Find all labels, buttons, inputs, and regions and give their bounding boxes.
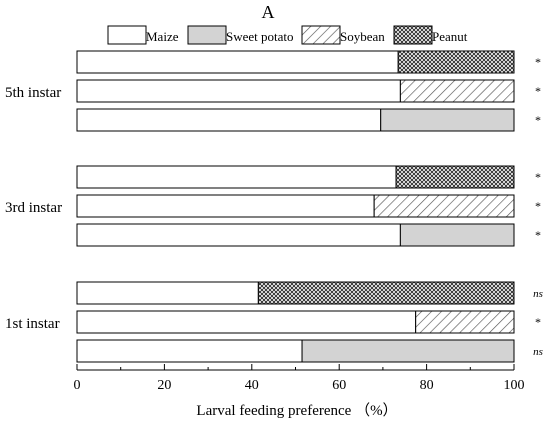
bar-peanut: [257, 281, 515, 305]
bar-maize: [76, 339, 303, 363]
x-axis-label: Larval feeding preference （%）: [196, 402, 397, 419]
legend-swatch-sweet-potato: [187, 25, 227, 45]
legend-label-soybean: Soybean: [340, 29, 385, 44]
significance-label: *: [535, 315, 541, 329]
chart-title: A: [262, 2, 275, 22]
bar-maize: [76, 50, 399, 74]
x-tick-label: 60: [332, 378, 346, 393]
bar-peanut: [397, 50, 515, 74]
x-tick-label: 100: [504, 378, 525, 393]
bar-soybean: [399, 79, 515, 103]
significance-label: ns: [533, 346, 543, 358]
bar-maize: [76, 165, 397, 189]
legend-swatch-maize: [107, 25, 147, 45]
significance-label: *: [535, 170, 541, 184]
significance-label: *: [535, 228, 541, 242]
significance-label: *: [535, 55, 541, 69]
significance-label: *: [535, 84, 541, 98]
bar-soybean: [373, 194, 515, 218]
legend-label-maize: Maize: [146, 29, 179, 44]
group-label-5th-instar: 5th instar: [5, 85, 61, 101]
bar-sweet-potato: [301, 339, 515, 363]
legend-label-peanut: Peanut: [432, 29, 468, 44]
bar-peanut: [395, 165, 515, 189]
legend: Maize Sweet potato Soybean Peanut: [107, 25, 468, 45]
significance-label: ns: [533, 288, 543, 300]
significance-label: *: [535, 113, 541, 127]
bar-maize: [76, 79, 401, 103]
plot-area: * * * 5th instar * * * 3rd instar ns * ns 1st insta…: [5, 50, 543, 363]
x-tick-label: 80: [420, 378, 434, 393]
bar-maize: [76, 108, 382, 132]
significance-label: *: [535, 199, 541, 213]
bar-maize: [76, 223, 401, 247]
x-tick-label: 0: [74, 378, 81, 393]
x-axis: 0 20 40 60 80 100: [74, 364, 525, 393]
bar-maize: [76, 310, 417, 334]
bar-soybean: [415, 310, 515, 334]
x-tick-label: 20: [157, 378, 171, 393]
x-tick-label: 40: [245, 378, 259, 393]
group-label-1st-instar: 1st instar: [5, 316, 60, 332]
legend-swatch-peanut: [393, 25, 433, 45]
bar-sweet-potato: [380, 108, 515, 132]
bar-sweet-potato: [399, 223, 515, 247]
bar-maize: [76, 194, 375, 218]
legend-swatch-soybean: [301, 25, 341, 45]
bar-maize: [76, 281, 259, 305]
legend-label-sweet-potato: Sweet potato: [226, 29, 294, 44]
group-label-3rd-instar: 3rd instar: [5, 200, 62, 216]
